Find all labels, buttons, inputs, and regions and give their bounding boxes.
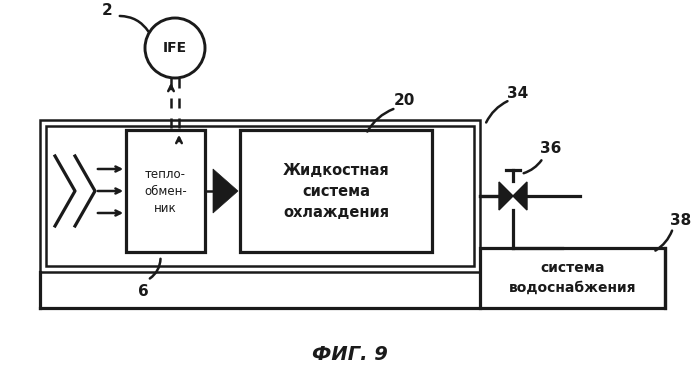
Polygon shape — [499, 182, 513, 210]
Bar — [240, 130, 432, 252]
Bar — [40, 120, 480, 272]
Text: IFE: IFE — [163, 41, 187, 55]
Text: 20: 20 — [394, 92, 415, 107]
Text: Жидкостная
система
охлаждения: Жидкостная система охлаждения — [282, 162, 389, 219]
Text: 6: 6 — [138, 285, 149, 300]
Text: тепло-
обмен-
ник: тепло- обмен- ник — [144, 167, 187, 214]
Bar — [46, 126, 474, 266]
Text: 2: 2 — [101, 2, 113, 17]
Polygon shape — [513, 182, 527, 210]
Bar — [480, 248, 665, 308]
Polygon shape — [213, 169, 238, 213]
Text: система
водоснабжения: система водоснабжения — [509, 261, 636, 295]
Text: ФИГ. 9: ФИГ. 9 — [312, 345, 388, 365]
Text: 38: 38 — [670, 213, 691, 228]
Text: 36: 36 — [540, 141, 562, 156]
Bar — [126, 130, 205, 252]
Text: 34: 34 — [507, 85, 528, 100]
